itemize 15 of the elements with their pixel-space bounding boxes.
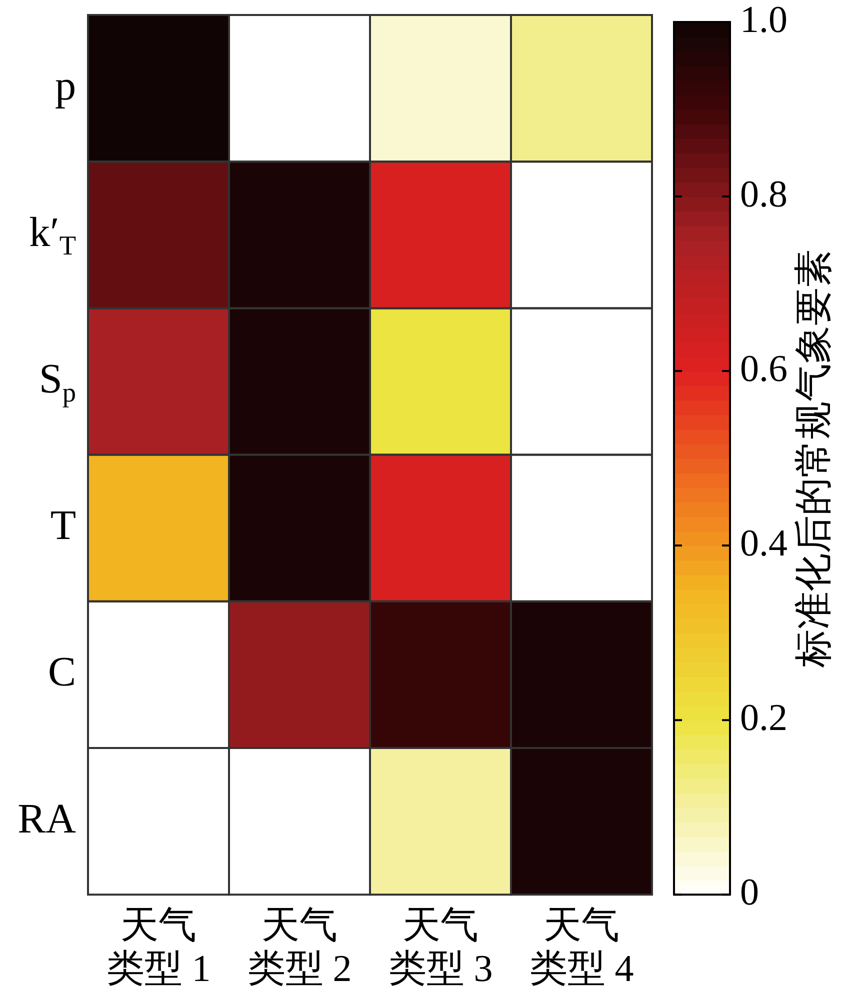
x-tick-label: 天气类型 2 [247,904,352,990]
color-bar-title: 标准化后的常规气象要素 [792,249,835,668]
y-tick-label: T [50,503,76,550]
color-bar-label: 0.2 [740,697,788,740]
y-tick-label: p [55,63,76,110]
color-bar-label: 1.0 [740,0,788,41]
x-tick-label: 天气类型 3 [388,904,493,990]
color-bar-label: 0.8 [740,174,788,216]
color-bar-label: 0.6 [740,348,788,390]
color-bar-label: 0 [740,872,759,914]
x-tick-label: 天气类型 4 [529,904,634,990]
color-bar-label: 0.4 [740,522,788,565]
x-tick-label: 天气类型 1 [106,904,211,990]
y-tick-label: RA [18,796,77,842]
y-tick-label: C [48,650,76,696]
